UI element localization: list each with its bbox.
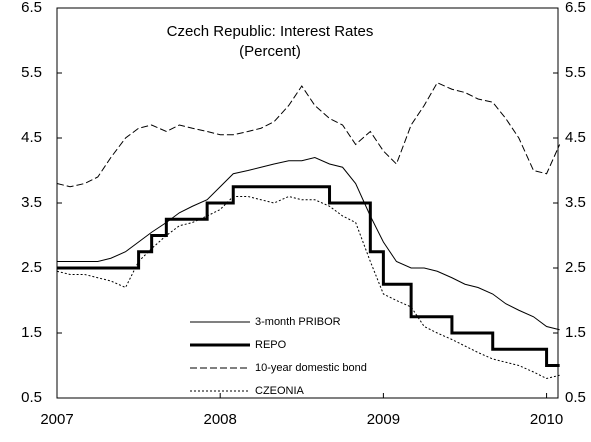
y2-tick-label: 4.5 <box>565 129 586 146</box>
y2-tick-label: 0.5 <box>565 389 586 406</box>
series-line <box>56 82 561 188</box>
series-line <box>56 195 560 380</box>
y-tick-label: 1.5 <box>21 324 42 341</box>
x-tick-label: 2007 <box>40 411 73 428</box>
chart-subtitle: (Percent) <box>239 43 301 60</box>
series-line <box>57 156 560 331</box>
legend-label: 3-month PRIBOR <box>255 316 341 328</box>
y-tick-label: 0.5 <box>21 389 42 406</box>
y2-tick-label: 6.5 <box>565 0 586 16</box>
y2-tick-label: 2.5 <box>565 259 586 276</box>
y-tick-label: 4.5 <box>21 129 42 146</box>
legend-label: CZEONIA <box>255 385 305 397</box>
y-tick-label: 5.5 <box>21 64 42 81</box>
plot-frame <box>56 7 559 399</box>
legend-label: REPO <box>255 339 287 351</box>
series-line <box>57 185 560 367</box>
x-tick-label: 2010 <box>530 411 563 428</box>
x-tick-label: 2008 <box>204 411 237 428</box>
y-tick-label: 2.5 <box>21 259 42 276</box>
x-tick-label: 2009 <box>367 411 400 428</box>
legend-label: 10-year domestic bond <box>255 362 367 374</box>
y-tick-label: 6.5 <box>21 0 42 16</box>
y2-tick-label: 1.5 <box>565 324 586 341</box>
y-tick-label: 3.5 <box>21 194 42 211</box>
y2-tick-label: 5.5 <box>565 64 586 81</box>
y2-tick-label: 3.5 <box>565 194 586 211</box>
chart-title: Czech Republic: Interest Rates <box>167 23 374 40</box>
